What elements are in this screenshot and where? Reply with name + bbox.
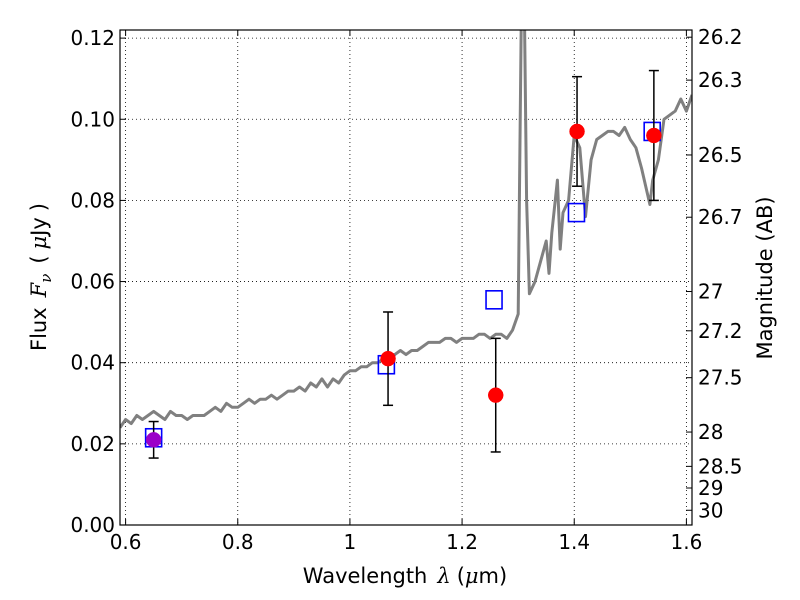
observed-point: [569, 75, 585, 187]
x-tick-label: 1.6: [670, 530, 702, 554]
observed-point: [145, 420, 162, 459]
y-tick-label: 0.12: [70, 26, 115, 50]
observed-point: [646, 69, 662, 202]
x-tick-label: 1.4: [558, 530, 590, 554]
y2-tick-label: 27.5: [698, 366, 743, 390]
x-tick-label: 0.8: [222, 530, 254, 554]
y-tick-label: 0.04: [70, 351, 115, 375]
y2-tick-label: 26.3: [698, 68, 743, 92]
y-tick-label: 0.06: [70, 270, 115, 294]
y2-tick-label: 27: [698, 280, 723, 304]
model-photometry-square: [485, 290, 503, 310]
x-tick-label: 1.2: [446, 530, 478, 554]
y2-tick-label: 29: [698, 476, 723, 500]
model-spectrum-line: [120, 30, 692, 429]
observed-point: [380, 311, 396, 407]
observed-point: [487, 337, 504, 453]
x-tick-label: 0.6: [110, 530, 142, 554]
y-tick-label: 0.10: [70, 107, 115, 131]
grid-lines: [120, 30, 692, 526]
y2-axis-label: Magnitude (AB): [753, 196, 777, 359]
plot-frame: [119, 29, 693, 526]
plot-area: [120, 30, 692, 459]
observed-flux-marker: [380, 350, 396, 367]
x-tick-label: 1: [344, 530, 357, 554]
y-tick-label: 0.02: [70, 432, 115, 456]
y2-tick-label: 28.5: [698, 454, 743, 478]
y2-tick-label: 30: [698, 498, 723, 522]
observed-flux-marker: [569, 123, 585, 140]
y-axis-label: FluxFν(μJy): [27, 203, 55, 351]
x-axis-label: Wavelength λ (μm): [303, 564, 507, 588]
observed-flux-marker: [145, 432, 162, 448]
y2-tick-label: 27.2: [698, 319, 743, 343]
y-tick-label: 0.00: [70, 513, 115, 537]
observed-flux-marker: [646, 127, 662, 144]
y2-tick-label: 28: [698, 420, 723, 444]
y2-tick-label: 26.2: [698, 25, 743, 49]
observed-flux-marker: [487, 387, 504, 403]
y2-tick-label: 26.7: [698, 205, 743, 229]
model-photometry-square: [567, 202, 586, 223]
y-tick-label: 0.08: [70, 188, 115, 212]
axis-ticks: 0.6 0.8 1 1.2 1.4 1.6 0.00 0.02 0.04 0.06 0.08 0.10…: [70, 25, 742, 554]
y2-tick-label: 26.5: [698, 143, 743, 167]
